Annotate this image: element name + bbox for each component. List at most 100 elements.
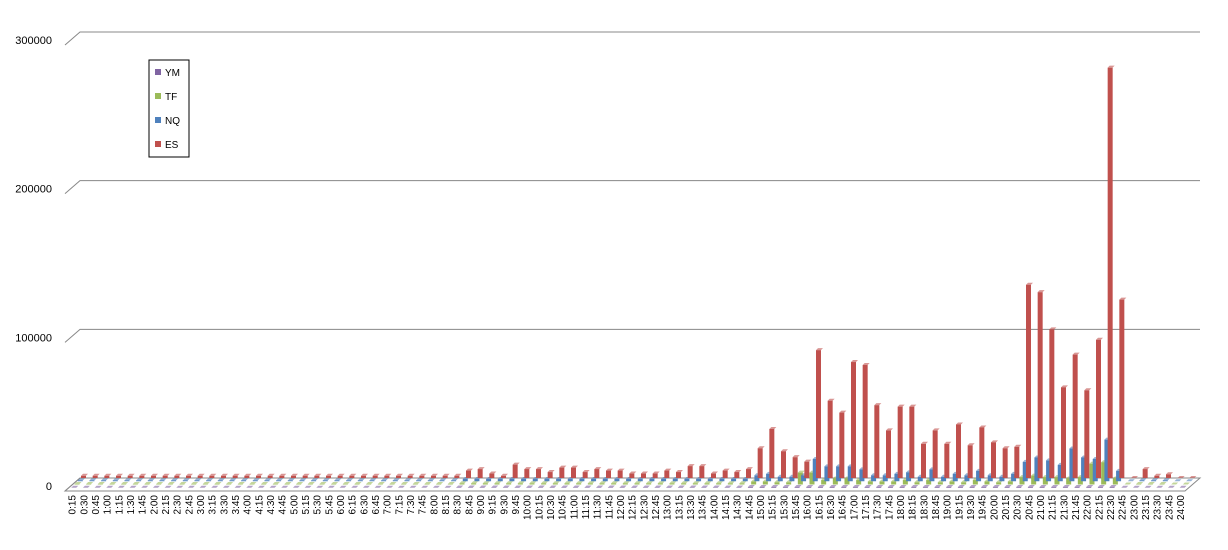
bar-top bbox=[404, 479, 411, 481]
x-tick-label: 4:15 bbox=[254, 495, 265, 515]
bar bbox=[413, 482, 420, 484]
bar-top bbox=[944, 442, 951, 444]
bar-front bbox=[553, 483, 558, 484]
bar-top bbox=[600, 481, 607, 483]
bar bbox=[909, 405, 916, 478]
bar bbox=[253, 479, 260, 482]
bar bbox=[363, 486, 370, 488]
bar-front bbox=[533, 479, 538, 481]
bar bbox=[1168, 486, 1175, 488]
bar-top bbox=[795, 485, 802, 487]
bar-top bbox=[1063, 485, 1070, 487]
bar bbox=[89, 479, 96, 482]
bar-top bbox=[378, 482, 385, 484]
bar-front bbox=[314, 476, 319, 478]
bar-front bbox=[816, 350, 821, 478]
bar-top bbox=[244, 474, 251, 476]
bar-top bbox=[439, 479, 446, 481]
bar-top bbox=[151, 474, 158, 476]
bar-top bbox=[565, 481, 572, 483]
bar bbox=[456, 485, 463, 487]
x-tick-label: 19:15 bbox=[954, 495, 965, 520]
bar-top bbox=[390, 482, 397, 484]
bar bbox=[495, 481, 502, 484]
bar-top bbox=[203, 482, 210, 484]
bar-front bbox=[233, 476, 238, 478]
bar bbox=[258, 486, 265, 488]
bar-front bbox=[649, 479, 654, 481]
bar-top bbox=[268, 474, 275, 476]
bar-top bbox=[1028, 485, 1035, 487]
bar-top bbox=[1003, 446, 1010, 448]
bar-top bbox=[419, 474, 426, 476]
bar-top bbox=[1086, 485, 1093, 487]
bar bbox=[188, 486, 195, 488]
bar bbox=[483, 481, 490, 484]
bar-top bbox=[865, 485, 872, 487]
bar-top bbox=[351, 486, 358, 488]
x-tick-label: 2:15 bbox=[161, 495, 172, 515]
bar bbox=[1098, 485, 1105, 488]
x-tick-label: 16:45 bbox=[838, 495, 849, 520]
bar bbox=[431, 474, 438, 478]
bar-front bbox=[498, 479, 503, 481]
bar-top bbox=[1136, 482, 1143, 484]
x-tick-label: 12:30 bbox=[639, 495, 650, 520]
bar-front bbox=[661, 479, 666, 481]
bar bbox=[351, 486, 358, 488]
bar bbox=[530, 481, 537, 484]
bar-front bbox=[874, 405, 879, 478]
bar-front bbox=[696, 479, 701, 481]
bar-top bbox=[664, 469, 671, 471]
bar-top bbox=[1038, 290, 1045, 292]
bar-top bbox=[355, 482, 362, 484]
x-tick-label: 8:15 bbox=[441, 495, 452, 515]
bar-top bbox=[413, 482, 420, 484]
bar bbox=[390, 482, 397, 484]
x-tick-label: 21:15 bbox=[1048, 495, 1059, 520]
bar-top bbox=[174, 474, 181, 476]
x-tick-label: 23:00 bbox=[1129, 495, 1140, 520]
x-tick-label: 15:30 bbox=[779, 495, 790, 520]
bar bbox=[1156, 486, 1163, 488]
bar-front bbox=[416, 481, 421, 482]
bar-top bbox=[806, 485, 813, 487]
bar-top bbox=[968, 443, 975, 445]
bar bbox=[116, 474, 123, 478]
bar-top bbox=[393, 479, 400, 481]
bar-front bbox=[1003, 448, 1008, 478]
bar-top bbox=[723, 469, 730, 471]
bar-front bbox=[513, 465, 518, 478]
bar bbox=[618, 469, 625, 478]
x-tick-label: 7:30 bbox=[406, 495, 417, 515]
bar-top bbox=[401, 482, 408, 484]
bar bbox=[366, 482, 373, 484]
bar-front bbox=[676, 472, 681, 478]
bar-top bbox=[454, 474, 461, 476]
bar bbox=[241, 479, 248, 482]
bar bbox=[238, 482, 245, 484]
bar bbox=[223, 486, 230, 488]
bar bbox=[471, 481, 478, 484]
bar-front bbox=[559, 468, 564, 478]
bar bbox=[489, 472, 496, 478]
bar-front bbox=[229, 481, 234, 482]
x-tick-label: 2:45 bbox=[184, 495, 195, 515]
bar bbox=[106, 486, 113, 488]
x-tick-label: 2:00 bbox=[149, 495, 160, 515]
bar-top bbox=[93, 474, 100, 476]
bar bbox=[886, 428, 893, 478]
bar-top bbox=[198, 474, 205, 476]
bar-top bbox=[1186, 479, 1193, 481]
bar-front bbox=[705, 483, 710, 484]
bar-front bbox=[576, 483, 581, 484]
bar-top bbox=[361, 474, 368, 476]
bar-top bbox=[176, 486, 183, 488]
bar bbox=[783, 485, 790, 488]
bar-top bbox=[1125, 483, 1132, 485]
bar-front bbox=[708, 479, 713, 481]
bar bbox=[863, 363, 870, 478]
bar bbox=[311, 479, 318, 482]
bar bbox=[285, 482, 292, 484]
bar-front bbox=[985, 482, 990, 485]
